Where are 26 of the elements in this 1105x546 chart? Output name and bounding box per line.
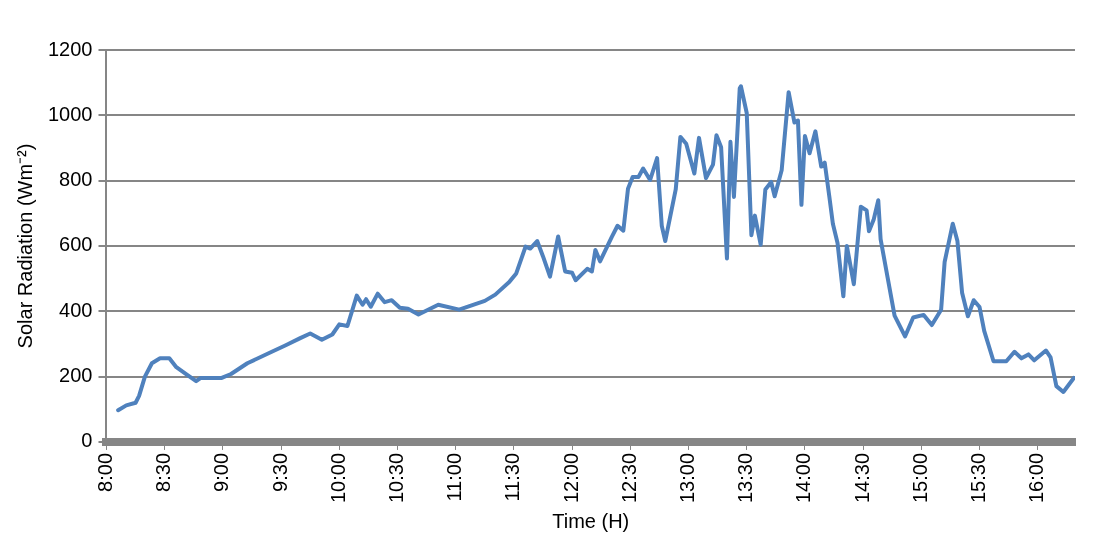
x-tick-label: 11:00 (443, 452, 466, 502)
x-tick-label: 9:30 (268, 452, 291, 492)
x-tick-label: 10:00 (326, 452, 349, 504)
x-tick-label: 16:00 (1025, 452, 1048, 504)
x-tick-label: 15:00 (908, 452, 931, 504)
x-tick-label: 15:30 (967, 452, 990, 504)
y-tick-label: 0 (81, 429, 93, 452)
x-tick-label: 13:00 (676, 452, 699, 504)
x-tick-label: 11:30 (501, 452, 524, 502)
x-tick-label: 8:30 (152, 452, 175, 492)
x-tick-label: 12:30 (617, 452, 640, 504)
y-tick-label: 400 (59, 298, 93, 321)
x-tick-label: 9:00 (210, 452, 233, 492)
y-axis-title: Solar Radiation (Wm⁻²) (13, 143, 36, 349)
x-axis-title: Time (H) (552, 509, 630, 532)
x-tick-label: 12:00 (559, 452, 582, 504)
y-tick-label: 200 (59, 364, 93, 387)
y-tick-label: 600 (59, 233, 93, 256)
x-tick-label: 14:30 (850, 452, 873, 504)
x-tick-label: 13:30 (734, 452, 757, 504)
x-tick-label: 10:30 (385, 452, 408, 504)
x-tick-label: 8:00 (94, 452, 117, 492)
x-tick-label: 14:00 (792, 452, 815, 504)
y-tick-label: 800 (59, 168, 93, 191)
y-tick-label: 1200 (47, 37, 93, 60)
y-tick-label: 1000 (47, 102, 93, 125)
